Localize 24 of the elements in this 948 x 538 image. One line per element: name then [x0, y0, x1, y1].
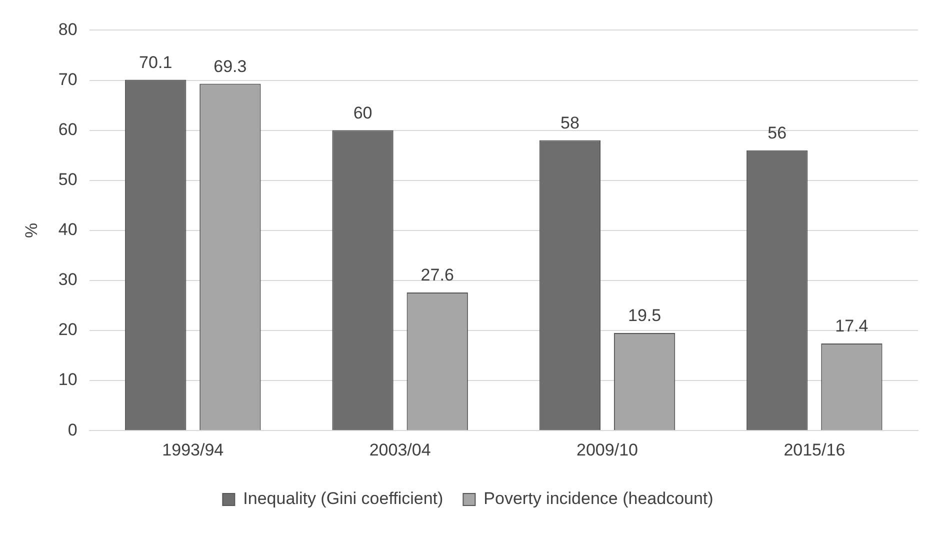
x-tick-label: 2003/04: [369, 440, 431, 460]
legend-label: Inequality (Gini coefficient): [243, 489, 444, 508]
data-label: 19.5: [628, 306, 662, 326]
legend-label: Poverty incidence (headcount): [484, 489, 714, 508]
data-label: 17.4: [835, 316, 868, 336]
y-tick-label: 60: [58, 120, 78, 139]
y-tick-label: 30: [58, 270, 78, 290]
y-axis-title: %: [22, 222, 41, 238]
x-tick-label: 1993/94: [162, 440, 224, 460]
y-tick-label: 80: [58, 20, 78, 39]
y-tick-label: 40: [58, 220, 78, 240]
data-label: 69.3: [214, 56, 247, 76]
data-label: 58: [560, 113, 580, 132]
y-tick-label: 0: [68, 420, 78, 440]
data-label: 60: [353, 103, 372, 122]
y-tick-label: 70: [58, 70, 78, 89]
data-label: 70.1: [139, 52, 172, 72]
x-tick-label: 2015/16: [784, 440, 846, 460]
data-label: 56: [768, 124, 787, 143]
y-tick-label: 20: [58, 320, 78, 340]
x-tick-label: 2009/10: [576, 440, 638, 460]
y-tick-label: 50: [58, 170, 78, 190]
data-label: 27.6: [420, 266, 454, 285]
y-tick-label: 10: [58, 370, 78, 390]
